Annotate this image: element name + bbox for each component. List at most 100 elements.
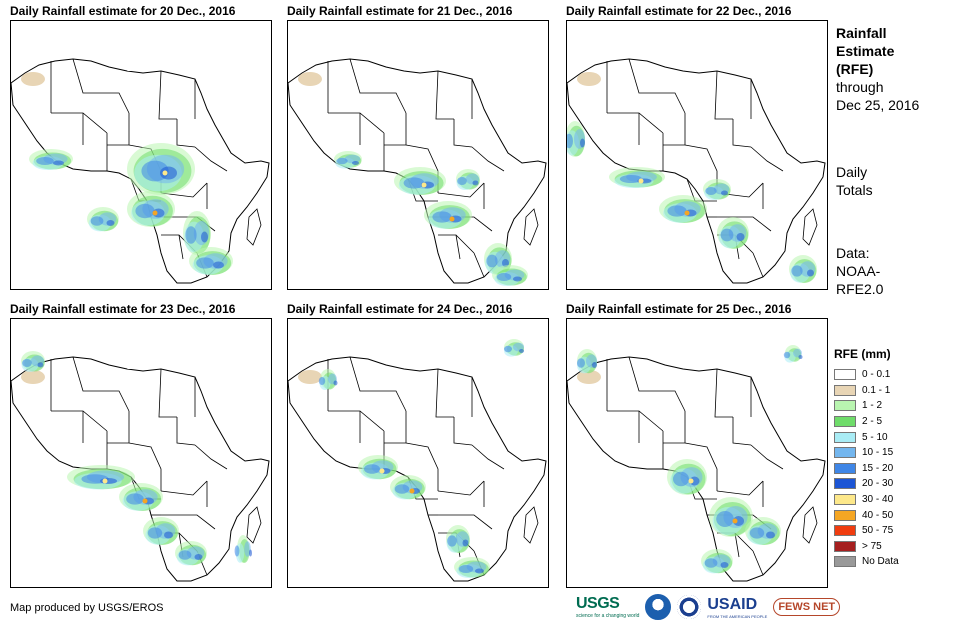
- usaid-tagline: FROM THE AMERICAN PEOPLE: [707, 613, 768, 619]
- africa-outline: [11, 356, 270, 582]
- legend-item: 20 - 30: [834, 476, 954, 492]
- country-border: [158, 70, 177, 120]
- rain-cell: [791, 265, 803, 277]
- rain-cell: [519, 349, 524, 353]
- rain-cell: [234, 545, 240, 557]
- country-border: [750, 146, 784, 172]
- country-border: [714, 368, 733, 418]
- panel-title: Daily Rainfall estimate for 21 Dec., 201…: [287, 4, 513, 18]
- country-border: [72, 356, 130, 412]
- panel-title: Daily Rainfall estimate for 20 Dec., 201…: [10, 4, 236, 18]
- rain-cell: [160, 166, 177, 180]
- rainfall-map: [10, 20, 272, 290]
- rainfall-overlay: [577, 345, 803, 574]
- country-border: [194, 146, 228, 172]
- totals-line: Daily: [836, 164, 868, 180]
- madagascar: [802, 506, 818, 544]
- legend-title: RFE (mm): [834, 347, 891, 361]
- rainfall-map: [566, 318, 828, 588]
- country-border: [158, 368, 177, 418]
- africa-outline: [567, 58, 826, 284]
- country-border: [437, 182, 485, 198]
- title-line: Estimate: [836, 43, 895, 59]
- heavy-rain-cell: [421, 182, 427, 188]
- title-line: (RFE): [836, 61, 874, 77]
- legend-swatch: [834, 509, 856, 521]
- rain-cell: [462, 539, 469, 547]
- rain-cell: [720, 562, 729, 568]
- through-label: through: [836, 79, 884, 95]
- rain-cell: [147, 527, 163, 539]
- country-border: [128, 442, 162, 491]
- legend-swatch: [834, 416, 856, 428]
- totals-line: Totals: [836, 182, 873, 198]
- legend-item: 40 - 50: [834, 507, 954, 523]
- map-credit: Map produced by USGS/EROS: [10, 602, 164, 614]
- rainfall-map: [10, 318, 272, 588]
- rainfall-overlay: [298, 339, 524, 578]
- panel-title: Daily Rainfall estimate for 22 Dec., 201…: [566, 4, 792, 18]
- legend-item: 0.1 - 1: [834, 383, 954, 399]
- usaid-seal-icon: [677, 595, 702, 619]
- noaa-logo-icon: [645, 594, 672, 620]
- title-line: Rainfall: [836, 25, 887, 41]
- rainfall-map: [566, 20, 828, 290]
- rain-cell: [185, 226, 197, 244]
- rain-cell: [403, 177, 425, 189]
- country-border: [72, 58, 130, 114]
- heavy-rain-cell: [688, 478, 694, 484]
- rain-cell: [194, 554, 203, 560]
- coastline: [288, 356, 547, 582]
- rain-cell: [458, 565, 474, 573]
- rain-cell: [749, 527, 765, 539]
- rain-cell: [592, 362, 597, 368]
- rain-cell: [196, 257, 214, 269]
- rain-cell: [673, 471, 689, 487]
- rain-cell: [667, 205, 687, 217]
- rain-cell: [807, 269, 814, 277]
- legend-item: 10 - 15: [834, 445, 954, 461]
- usaid-logo: USAID FROM THE AMERICAN PEOPLE: [707, 596, 767, 619]
- country-border: [453, 119, 473, 148]
- usgs-tagline: science for a changing world: [576, 613, 640, 619]
- rain-cell: [486, 254, 498, 268]
- rain-cell: [619, 175, 643, 183]
- legend-item: 50 - 75: [834, 523, 954, 539]
- legend-swatch: [834, 540, 856, 552]
- legend-label: No Data: [862, 556, 899, 568]
- rain-cell: [716, 511, 734, 527]
- country-border: [178, 234, 184, 260]
- rain-cell: [733, 516, 744, 526]
- country-border: [734, 532, 740, 558]
- madagascar: [802, 208, 818, 246]
- rain-cell: [766, 531, 775, 539]
- country-border: [732, 417, 752, 446]
- country-border: [471, 146, 505, 172]
- heavy-rain-cell: [379, 468, 385, 474]
- country-border: [750, 444, 784, 470]
- data-line: Data:: [836, 245, 870, 261]
- legend-label: > 75: [862, 540, 882, 552]
- rain-cell: [567, 133, 573, 149]
- rain-cell: [106, 220, 115, 226]
- data-line: NOAA-: [836, 263, 881, 279]
- light-rain-area: [21, 370, 45, 384]
- rainfall-overlay: [567, 72, 817, 283]
- legend-item: 5 - 10: [834, 429, 954, 445]
- rainfall-map: [287, 318, 549, 588]
- country-border: [732, 119, 752, 148]
- country-border: [453, 417, 473, 446]
- panel-title: Daily Rainfall estimate for 23 Dec., 201…: [10, 302, 236, 316]
- heavy-rain-cell: [162, 170, 168, 176]
- rain-cell: [333, 380, 338, 386]
- legend-swatch: [834, 556, 856, 568]
- legend-label: 40 - 50: [862, 509, 894, 521]
- country-border: [752, 252, 764, 278]
- country-border: [438, 514, 493, 530]
- country-border: [471, 444, 505, 470]
- legend-item: 1 - 2: [834, 398, 954, 414]
- rain-cell: [90, 216, 104, 226]
- usgs-wordmark: USGS: [576, 595, 620, 612]
- country-border: [160, 182, 208, 198]
- legend-swatch: [834, 447, 856, 459]
